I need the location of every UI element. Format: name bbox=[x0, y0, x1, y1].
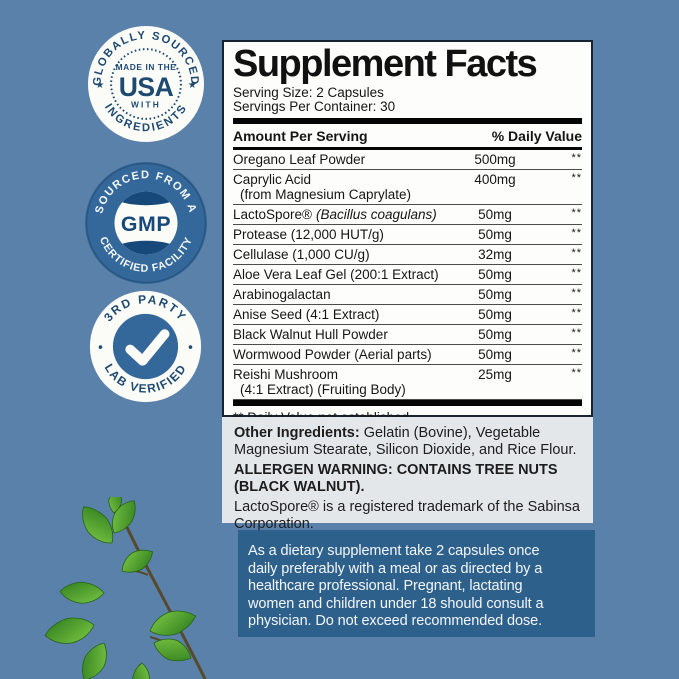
ingredient-name: LactoSpore® bbox=[233, 207, 312, 222]
ingredient-name: Caprylic Acid bbox=[233, 172, 312, 187]
badge-usa: USA bbox=[119, 72, 174, 102]
serving-size: Serving Size: 2 Capsules bbox=[233, 85, 384, 100]
badge-gmp: GMP bbox=[121, 212, 171, 236]
leaf-branch-image bbox=[44, 497, 207, 679]
badge-with: WITH bbox=[131, 100, 161, 110]
ingredient-name: Aloe Vera Leaf Gel (200:1 Extract) bbox=[233, 267, 439, 282]
ingredient-amount: 50mg bbox=[478, 307, 512, 322]
checkmark-icon bbox=[125, 329, 170, 366]
other-ingredients-box: Other Ingredients: Gelatin (Bovine), Veg… bbox=[222, 417, 593, 532]
table-row: Reishi Mushroom (4:1 Extract) (Fruiting B… bbox=[233, 365, 582, 400]
supplement-facts-panel: Supplement Facts Serving Size: 2 Capsule… bbox=[222, 40, 593, 425]
other-ingredients-label: Other Ingredients: bbox=[234, 425, 360, 441]
table-header-row: Amount Per Serving % Daily Value bbox=[233, 124, 582, 147]
col-amount-per-serving: Amount Per Serving bbox=[233, 128, 368, 144]
badge-inner-ring bbox=[110, 48, 182, 120]
badge-inner-circle bbox=[114, 191, 178, 255]
gmp-badge: SOURCED FROM A CERTIFIED FACILITY GMP bbox=[85, 162, 207, 284]
star-icon: ★ bbox=[188, 80, 197, 91]
ingredient-dv: ** bbox=[571, 172, 582, 184]
divider-thick-bottom bbox=[233, 400, 582, 406]
col-daily-value: % Daily Value bbox=[491, 128, 582, 144]
table-row: Aloe Vera Leaf Gel (200:1 Extract) 50mg … bbox=[233, 265, 582, 285]
made-in-usa-badge-icon: GLOBALLY SOURCED INGREDIENTS ★ ★ MADE IN… bbox=[87, 25, 205, 143]
made-in-usa-badge: GLOBALLY SOURCED INGREDIENTS ★ ★ MADE IN… bbox=[87, 25, 205, 143]
table-row: Caprylic Acid (from Magnesium Caprylate) … bbox=[233, 170, 582, 205]
ingredient-name: Anise Seed (4:1 Extract) bbox=[233, 307, 380, 322]
ingredient-dv: ** bbox=[571, 367, 582, 379]
badge-made-in-the: MADE IN THE bbox=[116, 62, 177, 72]
table-row: Wormwood Powder (Aerial parts) 50mg ** bbox=[233, 345, 582, 365]
ingredient-amount: 32mg bbox=[478, 247, 512, 262]
ingredient-name: Arabinogalactan bbox=[233, 287, 331, 302]
ingredient-amount: 50mg bbox=[478, 207, 512, 222]
ingredient-dv: ** bbox=[571, 307, 582, 319]
ingredient-amount: 50mg bbox=[478, 347, 512, 362]
ingredient-name: Cellulase (1,000 CU/g) bbox=[233, 247, 370, 262]
ingredient-dv: ** bbox=[571, 287, 582, 299]
other-ingredients-text: Gelatin (Bovine), Vegetable Magnesium St… bbox=[234, 425, 577, 458]
ingredient-amount: 50mg bbox=[478, 227, 512, 242]
table-row: Black Walnut Hull Powder 50mg ** bbox=[233, 325, 582, 345]
directions-box: As a dietary supplement take 2 capsules … bbox=[238, 530, 595, 637]
servings-per-container: Servings Per Container: 30 bbox=[233, 99, 396, 114]
ingredient-amount: 50mg bbox=[478, 287, 512, 302]
table-row: Anise Seed (4:1 Extract) 50mg ** bbox=[233, 305, 582, 325]
table-row: Arabinogalactan 50mg ** bbox=[233, 285, 582, 305]
ingredient-dv: ** bbox=[571, 347, 582, 359]
other-ingredients: Other Ingredients: Gelatin (Bovine), Veg… bbox=[234, 425, 581, 458]
ingredient-name: Protease (12,000 HUT/g) bbox=[233, 227, 384, 242]
trademark-note: LactoSpore® is a registered trademark of… bbox=[234, 499, 580, 532]
divider-medium bbox=[233, 147, 582, 150]
lab-verified-badge: 3RD PARTY LAB VERIFIED • • bbox=[88, 289, 203, 404]
ingredient-name: Reishi Mushroom bbox=[233, 367, 339, 382]
divider-thick bbox=[233, 118, 582, 124]
ingredient-dv: ** bbox=[571, 267, 582, 279]
ingredient-subtext: (4:1 Extract) (Fruiting Body) bbox=[240, 382, 406, 397]
star-icon: ★ bbox=[95, 80, 104, 91]
ingredient-dv: ** bbox=[571, 227, 582, 239]
ingredient-amount: 50mg bbox=[478, 327, 512, 342]
table-row: Protease (12,000 HUT/g) 50mg ** bbox=[233, 225, 582, 245]
ingredient-dv: ** bbox=[571, 207, 582, 219]
table-row: LactoSpore® (Bacillus coagulans) 50mg ** bbox=[233, 205, 582, 225]
ingredient-name-italic: (Bacillus coagulans) bbox=[316, 207, 437, 222]
ingredient-name: Black Walnut Hull Powder bbox=[233, 327, 388, 342]
ingredient-amount: 25mg bbox=[478, 367, 512, 382]
table-row: Cellulase (1,000 CU/g) 32mg ** bbox=[233, 245, 582, 265]
ingredient-dv: ** bbox=[571, 247, 582, 259]
ingredient-amount: 400mg bbox=[474, 172, 516, 187]
allergen-warning: ALLERGEN WARNING: CONTAINS TREE NUTS (BL… bbox=[234, 462, 558, 495]
dot-icon: • bbox=[188, 339, 193, 354]
ingredient-amount: 500mg bbox=[474, 152, 516, 167]
table-row: Oregano Leaf Powder 500mg ** bbox=[233, 150, 582, 170]
ingredient-name: Wormwood Powder (Aerial parts) bbox=[233, 347, 432, 362]
ingredient-name: Oregano Leaf Powder bbox=[233, 152, 366, 167]
dot-icon: • bbox=[98, 339, 103, 354]
panel-title: Supplement Facts bbox=[233, 43, 538, 85]
ingredient-amount: 50mg bbox=[478, 267, 512, 282]
lab-verified-badge-icon: 3RD PARTY LAB VERIFIED • • bbox=[89, 290, 202, 403]
badge-inner-circle bbox=[112, 313, 179, 380]
gmp-badge-icon: SOURCED FROM A CERTIFIED FACILITY GMP bbox=[85, 162, 207, 284]
directions-text: As a dietary supplement take 2 capsules … bbox=[248, 543, 544, 629]
ingredient-subtext: (from Magnesium Caprylate) bbox=[240, 187, 412, 202]
ingredient-dv: ** bbox=[571, 152, 582, 164]
ingredient-dv: ** bbox=[571, 327, 582, 339]
